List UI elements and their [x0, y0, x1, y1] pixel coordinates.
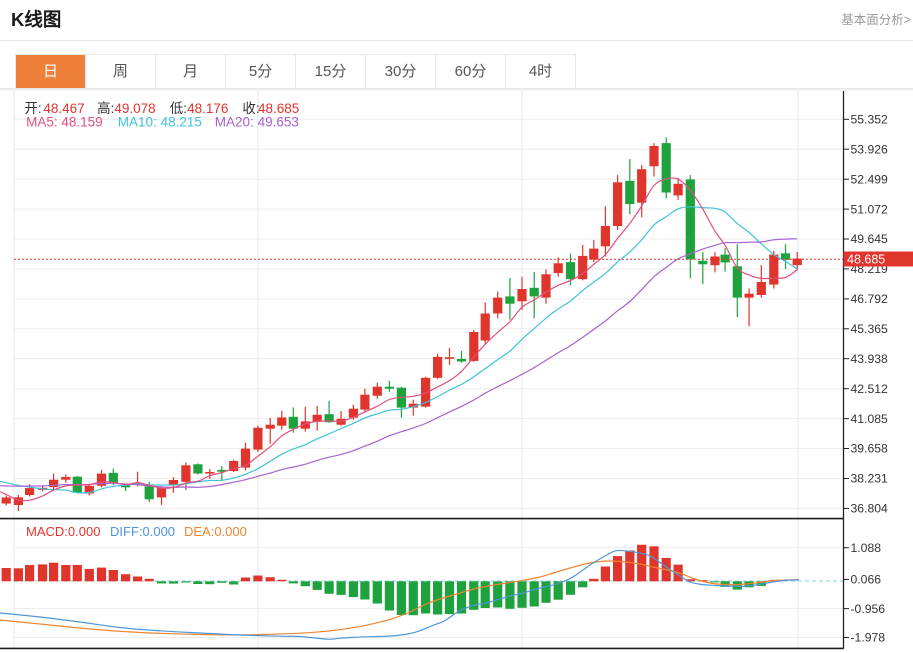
svg-text:1.088: 1.088: [851, 541, 882, 555]
svg-text:48.685: 48.685: [847, 252, 885, 266]
svg-text:收:: 收:: [242, 101, 259, 116]
svg-text:49.078: 49.078: [114, 101, 155, 116]
svg-text:开:: 开:: [24, 101, 41, 116]
svg-text:MA5: 48.159: MA5: 48.159: [26, 114, 103, 129]
svg-text:39.658: 39.658: [851, 442, 888, 456]
svg-text:42.512: 42.512: [851, 382, 888, 396]
svg-text:45.365: 45.365: [851, 322, 888, 336]
svg-text:DEA:0.000: DEA:0.000: [184, 524, 247, 539]
svg-text:51.072: 51.072: [851, 202, 888, 216]
svg-text:0.066: 0.066: [851, 573, 882, 587]
svg-text:55.352: 55.352: [851, 113, 888, 127]
svg-text:36.804: 36.804: [851, 502, 888, 516]
svg-text:48.685: 48.685: [258, 101, 299, 116]
svg-text:43.938: 43.938: [851, 352, 888, 366]
svg-text:53.926: 53.926: [851, 142, 888, 156]
svg-text:-1.978: -1.978: [851, 631, 886, 645]
svg-text:高:: 高:: [97, 100, 114, 116]
svg-text:低:: 低:: [170, 101, 187, 116]
svg-text:38.231: 38.231: [851, 472, 888, 486]
svg-text:-0.956: -0.956: [851, 602, 886, 616]
svg-text:48.176: 48.176: [187, 101, 228, 116]
svg-text:48.467: 48.467: [43, 101, 84, 116]
svg-text:MA20: 49.653: MA20: 49.653: [215, 114, 299, 129]
svg-text:DIFF:0.000: DIFF:0.000: [110, 524, 175, 539]
svg-text:46.792: 46.792: [851, 292, 888, 306]
svg-text:41.085: 41.085: [851, 412, 888, 426]
svg-text:MACD:0.000: MACD:0.000: [26, 524, 100, 539]
svg-text:MA10: 48.215: MA10: 48.215: [118, 114, 202, 129]
svg-text:49.645: 49.645: [851, 232, 888, 246]
svg-text:52.499: 52.499: [851, 172, 888, 186]
